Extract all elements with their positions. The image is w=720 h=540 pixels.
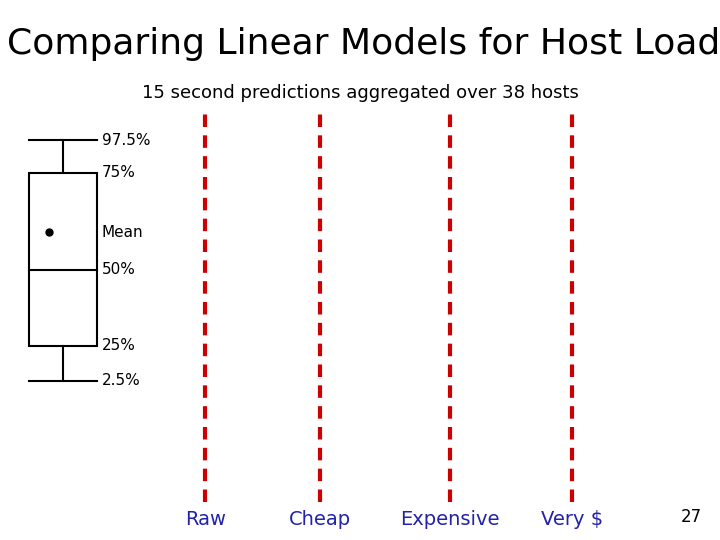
Text: 2.5%: 2.5% <box>102 373 140 388</box>
Bar <box>29 173 97 346</box>
Text: Expensive: Expensive <box>400 510 500 529</box>
Text: 75%: 75% <box>102 165 135 180</box>
Text: 25%: 25% <box>102 338 135 353</box>
Text: 15 second predictions aggregated over 38 hosts: 15 second predictions aggregated over 38… <box>142 84 578 102</box>
Text: Cheap: Cheap <box>289 510 351 529</box>
Text: Mean: Mean <box>102 225 143 240</box>
Text: Comparing Linear Models for Host Load Prediction: Comparing Linear Models for Host Load Pr… <box>7 27 720 61</box>
Text: Raw: Raw <box>185 510 225 529</box>
Text: 97.5%: 97.5% <box>102 133 150 148</box>
Text: 50%: 50% <box>102 262 135 278</box>
Text: 27: 27 <box>681 509 702 526</box>
Text: Very $: Very $ <box>541 510 603 529</box>
